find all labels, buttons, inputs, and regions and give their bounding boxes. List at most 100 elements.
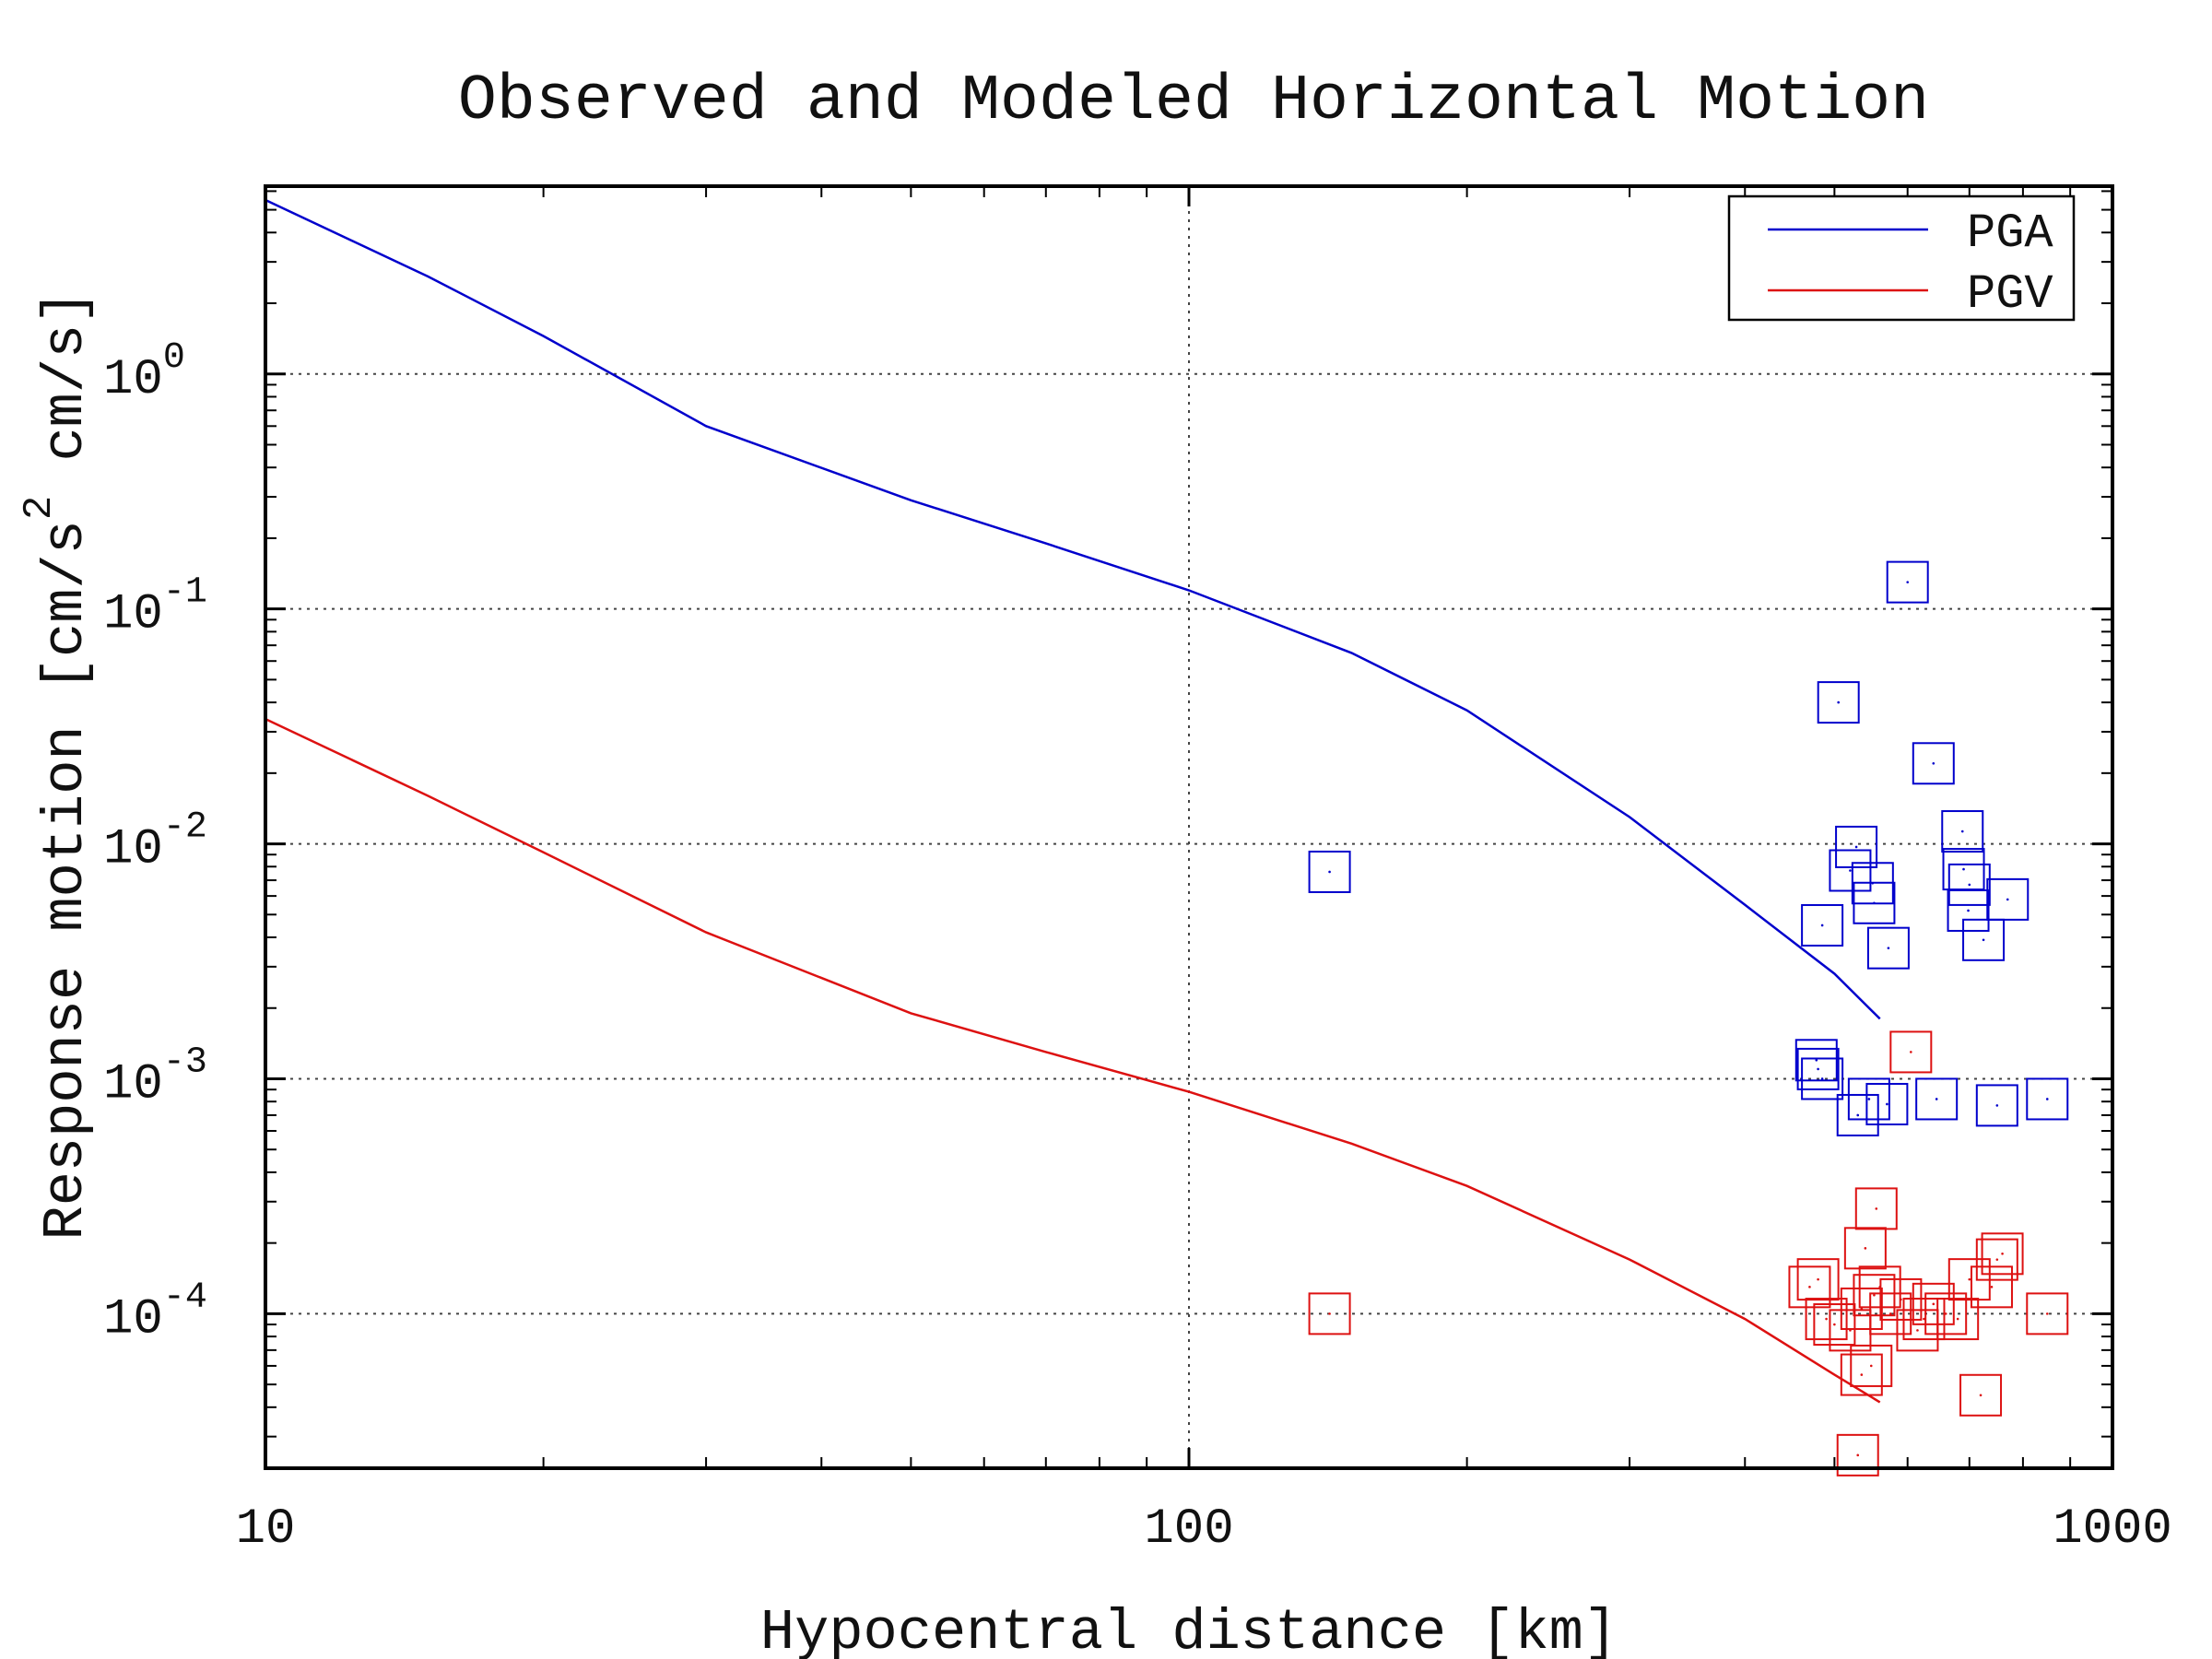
data-point-center — [1820, 924, 1824, 927]
data-point-square — [1866, 926, 1910, 970]
axis-ticks — [264, 186, 2114, 1468]
data-point-square — [1308, 850, 1351, 893]
y-tick-label: 10-4 — [103, 1277, 207, 1347]
data-point-square — [1813, 1303, 1856, 1347]
x-axis-label: Hypocentral distance [km] — [760, 1600, 1618, 1659]
x-tick-label: 100 — [1144, 1501, 1233, 1558]
x-tick-labels: 10 100 1000 — [236, 1501, 2172, 1558]
legend-label-pgv: PGV — [1967, 267, 2053, 322]
data-point-center — [1968, 1277, 1971, 1281]
legend-label-pga: PGA — [1967, 206, 2053, 261]
data-point-center — [1944, 1312, 1947, 1315]
data-point-center — [1873, 1293, 1876, 1297]
data-point-center — [1817, 1277, 1819, 1281]
legend: PGA PGV — [1727, 194, 2076, 322]
y-tick-label-base: 10 — [103, 352, 163, 408]
data-point-center — [1887, 947, 1890, 949]
data-point-center — [1967, 909, 1970, 912]
data-point-center — [2045, 1098, 2049, 1100]
data-point-center — [1932, 1302, 1936, 1306]
data-point-square — [1801, 903, 1844, 947]
data-point-center — [1995, 1104, 1999, 1107]
data-point-square — [1924, 1292, 1968, 1335]
data-point-square — [1801, 1057, 1844, 1100]
data-point-center — [1856, 1113, 1860, 1117]
data-point-square — [1886, 560, 1929, 604]
data-point-center — [1860, 1373, 1864, 1376]
data-point-square — [1847, 1077, 1890, 1121]
data-point-square — [1975, 1238, 2018, 1281]
data-point-center — [1968, 883, 1971, 887]
data-point-center — [1873, 901, 1876, 905]
data-point-center — [1935, 1098, 1938, 1100]
data-point-center — [1910, 1051, 1912, 1053]
data-point-center — [1962, 867, 1965, 871]
data-point-square — [1836, 1093, 1879, 1136]
data-point-center — [1869, 1364, 1873, 1368]
data-point-center — [1932, 761, 1936, 765]
y-tick-label-exponent: -2 — [163, 807, 207, 849]
y-tick-label-exponent: -1 — [163, 572, 207, 614]
data-point-square — [1829, 849, 1872, 892]
data-point-square — [1308, 1292, 1351, 1335]
y-axis-label: Response motion [cm/s2 cm/s] — [17, 290, 99, 1241]
data-point-square — [1869, 1292, 1912, 1335]
data-point-center — [2045, 1312, 2049, 1315]
data-point-square — [1853, 1274, 1896, 1317]
y-tick-label-base: 10 — [103, 587, 163, 643]
data-point-square — [1836, 1433, 1879, 1477]
y-tick-label-base: 10 — [103, 822, 163, 878]
data-point-center — [1979, 1394, 1983, 1397]
data-point-center — [1875, 1207, 1878, 1210]
data-point-center — [1837, 700, 1840, 704]
data-point-square — [1975, 1084, 2018, 1127]
data-point-center — [1995, 1258, 1999, 1261]
grid — [265, 186, 2112, 1468]
data-point-square — [1959, 1373, 2003, 1417]
y-tick-label: 10-3 — [103, 1041, 207, 1112]
y-axis-label-main: Response motion [cm/s — [33, 520, 99, 1240]
data-point-center — [1833, 1323, 1836, 1326]
x-tick-label: 10 — [236, 1501, 296, 1558]
data-point-square — [1912, 742, 1955, 785]
y-tick-label-exponent: -4 — [163, 1277, 207, 1318]
data-point-center — [1820, 1077, 1824, 1080]
series-line-pgv — [265, 717, 1881, 1404]
data-point-square — [1915, 1077, 1959, 1121]
data-point-square — [1853, 881, 1896, 924]
x-tick-label: 1000 — [2053, 1501, 2172, 1558]
data-point-center — [1990, 1286, 1994, 1288]
data-point-square — [1796, 1047, 1840, 1090]
data-point-center — [2006, 898, 2009, 901]
data-point-square — [1788, 1265, 1831, 1309]
data-point-center — [1825, 1317, 1828, 1321]
data-point-center — [2001, 1253, 2004, 1255]
legend-box — [1727, 194, 2076, 322]
data-point-square — [1889, 1030, 1933, 1074]
data-point-square — [1840, 1353, 1883, 1396]
y-tick-label-base: 10 — [103, 1056, 163, 1112]
data-point-square — [1947, 863, 1991, 906]
data-point-center — [1900, 1298, 1902, 1301]
data-point-center — [1886, 1102, 1888, 1106]
data-point-center — [1906, 581, 1910, 583]
data-point-center — [1864, 1247, 1867, 1250]
y-tick-label-base: 10 — [103, 1291, 163, 1347]
data-point-center — [1815, 1058, 1818, 1062]
data-point-square — [2026, 1077, 2069, 1121]
data-point-center — [1867, 1098, 1871, 1100]
data-point-square — [1805, 1298, 1848, 1341]
data-point-center — [1328, 1312, 1331, 1315]
y-axis-label-superscript: 2 — [17, 496, 63, 520]
series-layer — [265, 198, 2069, 1477]
y-tick-label-exponent: -3 — [163, 1041, 207, 1083]
data-point-center — [1916, 1329, 1919, 1332]
data-point-square — [1970, 1265, 2013, 1309]
data-point-square — [1962, 918, 2006, 961]
data-point-square — [1817, 681, 1860, 724]
data-point-center — [1923, 1317, 1925, 1321]
data-point-center — [1849, 869, 1852, 872]
data-point-square — [1835, 825, 1878, 868]
chart-title: Observed and Modeled Horizontal Motion — [458, 65, 1929, 138]
